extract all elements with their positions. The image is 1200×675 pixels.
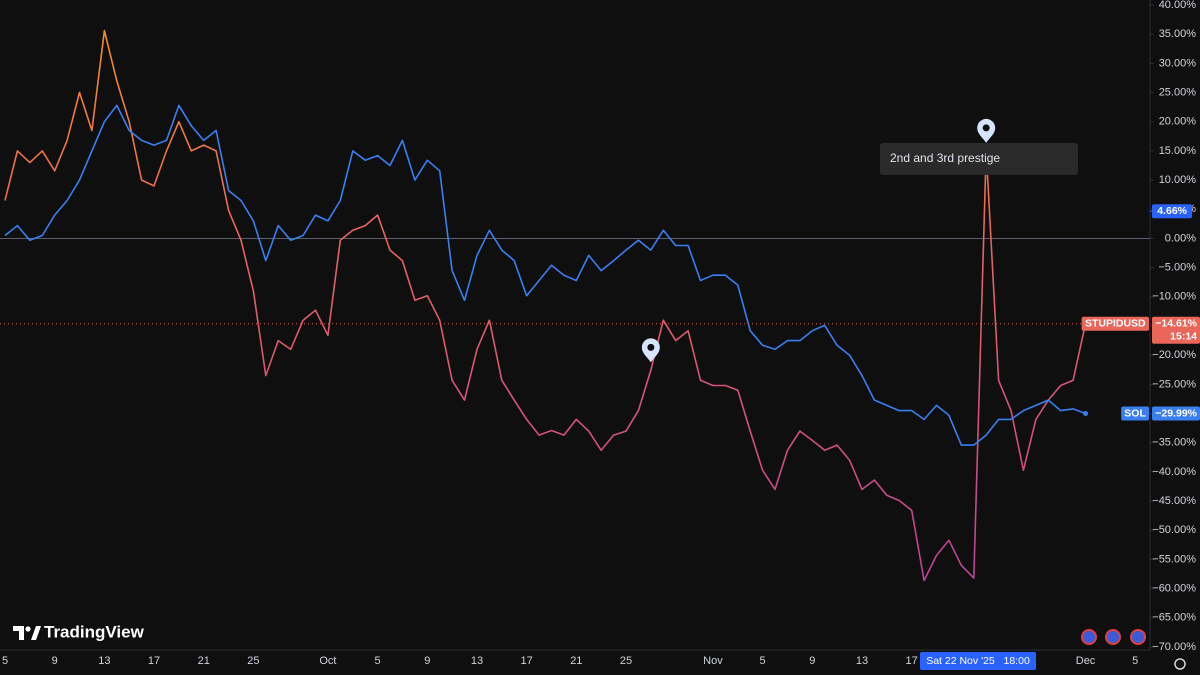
y-tick-label: 15.00% (1159, 145, 1197, 157)
y-tick-label: −45.00% (1152, 495, 1196, 507)
x-tick-label: 25 (247, 655, 259, 667)
series-name-badge (1121, 406, 1149, 421)
y-tick-label: −5.00% (1158, 262, 1196, 274)
y-tick-label: −10.00% (1152, 291, 1196, 303)
x-tick-label: Dec (1076, 655, 1096, 667)
annotation-pin[interactable] (977, 118, 996, 143)
series-name-badge (1081, 316, 1149, 331)
crosshair-x-badge (920, 652, 1036, 670)
x-tick-label: 13 (98, 655, 110, 667)
x-tick-label: 9 (52, 655, 58, 667)
x-tick-label: 5 (1132, 655, 1138, 667)
countdown: 15:14 (1170, 331, 1197, 343)
x-tick-label: Nov (703, 655, 723, 667)
value-badge (1152, 316, 1200, 344)
logo-mark (13, 626, 24, 640)
pin-hole (647, 343, 655, 351)
crosshair-x-label: Sat 22 Nov '25 18:00 (926, 655, 1030, 667)
flag-icon (1130, 629, 1146, 645)
series-line (4, 29, 1087, 582)
y-tick-label: 0.00% (1165, 232, 1196, 244)
y-tick-label: −55.00% (1152, 553, 1196, 565)
settings-gear[interactable] (1174, 658, 1186, 670)
y-tick-label: −35.00% (1152, 437, 1196, 449)
x-tick-label: 21 (198, 655, 210, 667)
x-tick-label: 17 (148, 655, 160, 667)
x-tick-label: 5 (760, 655, 766, 667)
y-tick-label: −50.00% (1152, 524, 1196, 536)
last-point (1083, 410, 1089, 416)
y-tick-label: 40.00% (1159, 0, 1197, 11)
value-label: −29.99% (1155, 407, 1197, 419)
y-tick-label: −70.00% (1152, 641, 1196, 653)
y-tick-label: 25.00% (1159, 86, 1197, 98)
logo-text: TradingView (44, 622, 145, 641)
y-tick-label: −40.00% (1152, 466, 1196, 478)
x-tick-label: 5 (2, 655, 8, 667)
x-tick-label: 13 (471, 655, 483, 667)
value-badge (1152, 406, 1200, 421)
x-tick-label: 25 (620, 655, 632, 667)
x-tick-label: 13 (856, 655, 868, 667)
logo: TradingView (13, 622, 145, 641)
y-tick-label: 20.00% (1159, 116, 1197, 128)
annotation-box (880, 143, 1078, 175)
y-tick-label: −20.00% (1152, 349, 1196, 361)
annotation-text: 2nd and 3rd prestige (890, 151, 1000, 165)
x-tick-label: 9 (809, 655, 815, 667)
y-tick-label: 30.00% (1159, 57, 1197, 69)
settings-icon[interactable] (1174, 658, 1186, 670)
series-name: STUPIDUSD (1085, 318, 1146, 330)
x-tick-label: Oct (319, 655, 336, 667)
x-tick-label: 17 (906, 655, 918, 667)
crosshair-y-label: 4.66% (1157, 205, 1187, 217)
y-tick-label: −65.00% (1152, 612, 1196, 624)
x-tick-label: 9 (424, 655, 430, 667)
series-name: SOL (1124, 407, 1146, 419)
flag-icon (1105, 629, 1121, 645)
y-tick-label: 10.00% (1159, 174, 1197, 186)
y-tick-label: −25.00% (1152, 378, 1196, 390)
logo-slash (31, 626, 41, 640)
y-tick-label: 35.00% (1159, 28, 1197, 40)
annotation-pin[interactable] (641, 338, 660, 363)
logo-dot (25, 626, 31, 632)
flags (1081, 629, 1146, 645)
pin-hole (982, 124, 990, 132)
y-tick-label: −60.00% (1152, 583, 1196, 595)
series-line (4, 104, 1086, 446)
flag-icon (1081, 629, 1097, 645)
x-tick-label: 17 (521, 655, 533, 667)
x-tick-label: 5 (375, 655, 381, 667)
x-tick-label: 21 (570, 655, 582, 667)
crosshair-y-badge (1152, 204, 1192, 219)
value-label: −14.61% (1155, 318, 1197, 330)
